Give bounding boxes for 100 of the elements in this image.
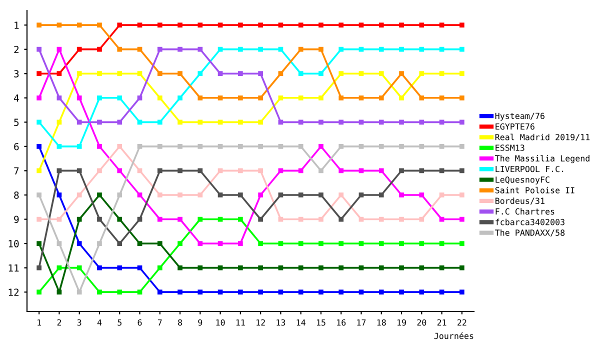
point	[157, 265, 162, 270]
point	[238, 46, 243, 52]
point	[137, 144, 142, 149]
point	[419, 120, 424, 125]
point	[419, 290, 424, 295]
legend-label: LeQuesnoyFC	[496, 176, 550, 184]
x-tick-label: 20	[417, 319, 426, 326]
point	[36, 216, 42, 222]
point	[318, 71, 324, 76]
point	[218, 216, 223, 222]
point	[358, 290, 364, 295]
x-tick-label: 7	[158, 319, 162, 326]
point	[178, 168, 182, 174]
point	[198, 144, 203, 149]
y-tick-label: 2	[14, 46, 19, 54]
point	[198, 22, 203, 28]
point	[318, 265, 324, 270]
point	[36, 95, 42, 100]
point	[198, 120, 203, 125]
point	[378, 265, 384, 270]
point	[198, 241, 203, 246]
point	[238, 168, 243, 174]
point	[278, 168, 284, 174]
point	[419, 46, 424, 52]
point	[419, 95, 424, 100]
point	[238, 192, 243, 198]
legend-label: The PANDAXX/58	[495, 229, 565, 236]
point	[459, 144, 464, 149]
point	[238, 290, 243, 295]
point	[378, 144, 384, 149]
point	[36, 144, 42, 149]
point	[76, 290, 82, 295]
point	[137, 265, 142, 270]
point	[117, 290, 122, 295]
point	[97, 120, 102, 125]
x-tick-label: 10	[216, 319, 225, 326]
point	[399, 120, 404, 125]
point	[178, 216, 182, 222]
point	[459, 168, 464, 174]
y-tick-label: 8	[14, 191, 19, 199]
point	[137, 46, 142, 52]
x-tick-label: 1	[38, 319, 42, 326]
point	[218, 241, 223, 246]
point	[318, 22, 324, 28]
point	[157, 120, 162, 125]
point	[258, 216, 263, 222]
point	[258, 168, 263, 174]
point	[137, 95, 142, 100]
x-tick-label: 13	[276, 319, 286, 326]
point	[218, 46, 223, 52]
point	[218, 71, 223, 76]
point	[198, 192, 203, 198]
point	[459, 71, 464, 76]
point	[157, 46, 162, 52]
point	[298, 95, 304, 100]
point	[56, 265, 62, 270]
point	[459, 241, 464, 246]
y-tick-label: 12	[8, 288, 19, 296]
point	[157, 22, 162, 28]
point	[178, 241, 182, 246]
legend-label: ESSM13	[496, 144, 524, 151]
point	[419, 265, 424, 270]
point	[399, 144, 404, 149]
point	[338, 144, 344, 149]
point	[218, 22, 223, 28]
point	[76, 168, 82, 174]
point	[137, 216, 142, 222]
point	[298, 120, 304, 125]
point	[378, 168, 384, 174]
point	[238, 71, 243, 76]
point	[178, 265, 182, 270]
y-tick-label: 7	[14, 167, 19, 174]
point	[137, 120, 142, 125]
point	[218, 95, 223, 100]
point	[358, 22, 364, 28]
point	[76, 22, 82, 28]
point	[439, 144, 444, 149]
point	[318, 241, 324, 246]
point	[97, 95, 102, 100]
point	[36, 192, 42, 198]
point	[358, 241, 364, 246]
point	[36, 241, 42, 246]
point	[178, 120, 182, 125]
point	[157, 144, 162, 149]
point	[318, 144, 324, 149]
point	[137, 71, 142, 76]
point	[338, 71, 344, 76]
point	[459, 95, 464, 100]
point	[178, 22, 182, 28]
point	[338, 95, 344, 100]
legend-label: LIVERPOOL F.C.	[496, 166, 564, 172]
y-tick-label: 6	[14, 142, 19, 150]
x-tick-label: 6	[138, 319, 142, 326]
point	[298, 241, 304, 246]
point	[157, 192, 162, 198]
point	[198, 71, 203, 76]
point	[358, 265, 364, 270]
point	[76, 120, 82, 125]
point	[378, 192, 384, 198]
point	[399, 265, 404, 270]
